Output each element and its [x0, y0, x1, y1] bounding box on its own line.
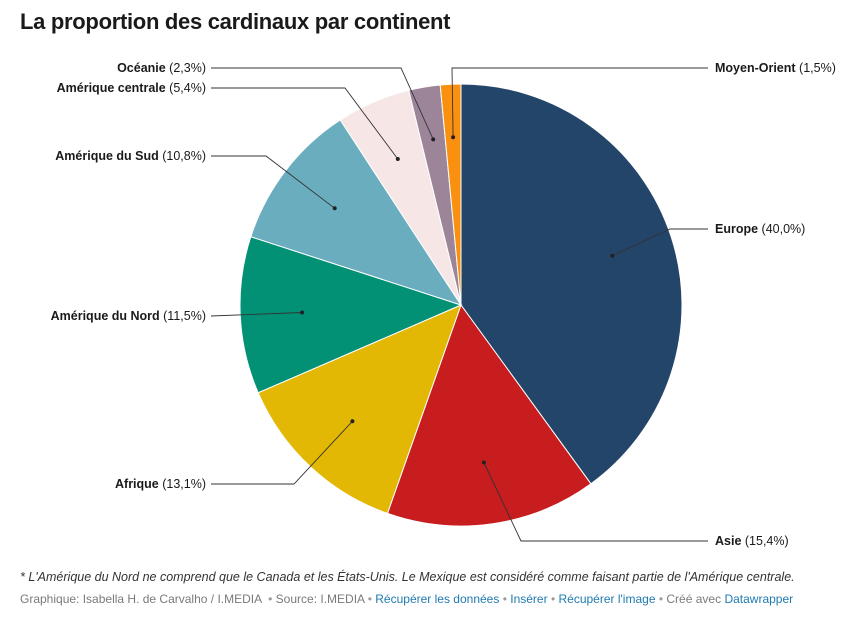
leader-dot-amerique-centrale — [395, 157, 400, 161]
slice-label-value: (40,0%) — [758, 222, 805, 236]
slice-label-value: (1,5%) — [796, 61, 836, 75]
slice-label-amerique-centrale: Amérique centrale (5,4%) — [57, 81, 206, 95]
slice-label-value: (2,3%) — [166, 61, 206, 75]
leader-line-afrique — [211, 420, 353, 485]
datawrapper-link[interactable]: Datawrapper — [724, 592, 794, 606]
leader-dot-europe — [610, 253, 615, 258]
pie-slice-amerique-du-nord — [239, 236, 463, 394]
slice-label-name: Moyen-Orient — [715, 61, 796, 75]
pie-slice-europe — [460, 83, 683, 485]
separator-dot: • — [658, 592, 664, 606]
get-data-link[interactable]: Récupérer les données — [375, 592, 500, 606]
leader-dot-amerique-du-nord — [300, 310, 305, 315]
separator-dot: • — [502, 592, 507, 606]
slice-label-name: Amérique du Sud — [55, 149, 158, 163]
chart-footer: Graphique: Isabella H. de Carvalho / I.M… — [20, 592, 793, 606]
slice-label-value: (5,4%) — [166, 81, 206, 95]
slice-label-amerique-du-sud: Amérique du Sud (10,8%) — [55, 149, 206, 163]
pie-labels: Europe (40,0%) Asie (15,4%) Afrique (13,1%… — [51, 61, 836, 548]
footnote: * L'Amérique du Nord ne comprend que le … — [20, 570, 795, 584]
separator-dot: • — [264, 592, 276, 606]
leader-line-amerique-du-nord — [210, 312, 303, 317]
slice-label-amerique-du-nord: Amérique du Nord (11,5%) — [51, 309, 206, 323]
leader-line-oceanie — [211, 67, 434, 140]
leader-dot-amerique-du-sud — [332, 206, 337, 211]
chart-title: La proportion des cardinaux par continen… — [20, 9, 451, 34]
leader-dot-asie — [481, 460, 486, 465]
source-text: Source: I.MEDIA — [275, 592, 365, 606]
slice-label-asie: Asie (15,4%) — [715, 534, 789, 548]
pie-slices — [239, 83, 683, 527]
slice-label-name: Océanie — [117, 61, 166, 75]
slice-label-value: (15,4%) — [741, 534, 788, 548]
slice-label-name: Afrique — [115, 477, 159, 491]
slice-label-value: (10,8%) — [159, 149, 206, 163]
slice-label-name: Amérique du Nord — [51, 309, 160, 323]
leader-dot-afrique — [350, 419, 355, 424]
slice-label-europe: Europe (40,0%) — [715, 222, 805, 236]
slice-label-oceanie: Océanie (2,3%) — [117, 61, 206, 75]
pie-slice-asie — [386, 303, 592, 527]
slice-label-value: (13,1%) — [159, 477, 206, 491]
slice-label-name: Asie — [715, 534, 741, 548]
slice-label-value: (11,5%) — [160, 309, 206, 323]
separator-dot: • — [367, 592, 372, 606]
slice-label-name: Europe — [715, 222, 758, 236]
embed-link[interactable]: Insérer — [510, 592, 548, 606]
leader-line-europe — [612, 228, 708, 257]
separator-dot: • — [550, 592, 556, 606]
made-with-text: Créé avec — [666, 592, 722, 606]
credit-text: Graphique: Isabella H. de Carvalho / I.M… — [20, 592, 262, 606]
pie-slice-moyen-orient — [439, 83, 462, 306]
slice-label-moyen-orient: Moyen-Orient (1,5%) — [715, 61, 836, 75]
slice-label-name: Amérique centrale — [57, 81, 166, 95]
get-image-link[interactable]: Récupérer l'image — [558, 592, 656, 606]
leader-line-moyen-orient — [451, 67, 708, 138]
leader-line-amerique-du-sud — [211, 155, 335, 209]
leader-line-asie — [483, 462, 708, 542]
leader-dot-oceanie — [431, 137, 436, 142]
leader-dot-moyen-orient — [451, 135, 456, 140]
slice-label-afrique: Afrique (13,1%) — [115, 477, 206, 491]
leader-line-amerique-centrale — [211, 87, 399, 160]
